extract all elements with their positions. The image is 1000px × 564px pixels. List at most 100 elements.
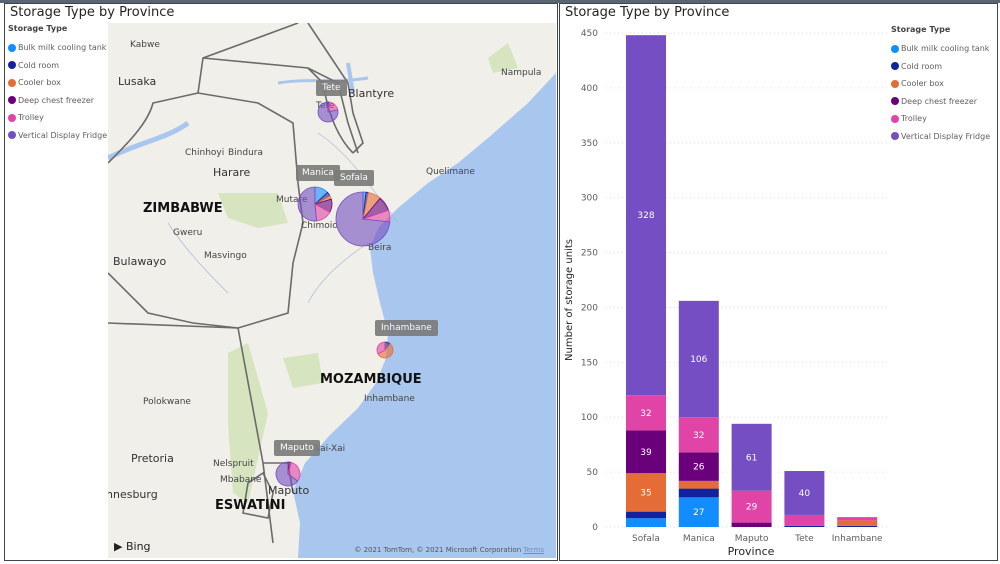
bar-segment[interactable] bbox=[678, 417, 719, 453]
bing-logo: ▶ Bing bbox=[114, 540, 151, 553]
legend-title: Storage Type bbox=[891, 25, 951, 34]
bar-segment[interactable] bbox=[626, 518, 666, 527]
legend-item[interactable]: Cold room bbox=[8, 57, 107, 75]
pie-slice bbox=[376, 341, 386, 355]
bar-segment[interactable] bbox=[626, 473, 666, 512]
y-axis-title: Number of storage units bbox=[564, 239, 575, 361]
pie-inhambane[interactable] bbox=[375, 340, 395, 360]
map-visual[interactable]: Storage Type by Province Storage Type Bu… bbox=[4, 3, 558, 561]
y-tick-label: 150 bbox=[581, 358, 598, 368]
legend-dot-icon bbox=[891, 97, 899, 106]
legend-item[interactable]: Cooler box bbox=[8, 74, 107, 92]
copyright-text: © 2021 TomTom, © 2021 Microsoft Corporat… bbox=[354, 546, 522, 554]
legend-item[interactable]: Deep chest freezer bbox=[891, 93, 990, 111]
legend-item[interactable]: Trolley bbox=[8, 109, 107, 127]
legend-dot-icon bbox=[8, 43, 16, 52]
city-label: Masvingo bbox=[204, 251, 247, 261]
data-label: 39 bbox=[640, 448, 652, 458]
bar-segment[interactable] bbox=[837, 517, 878, 521]
city-label: Bulawayo bbox=[113, 255, 167, 268]
terms-link[interactable]: Terms bbox=[523, 546, 544, 554]
bar-segment[interactable] bbox=[626, 35, 666, 396]
province-label: Manica bbox=[296, 165, 340, 181]
city-label: Polokwane bbox=[143, 397, 191, 407]
bar-chart-visual[interactable]: Storage Type by Province 0 50 100 150 200 250… bbox=[559, 3, 998, 561]
pie-manica[interactable] bbox=[296, 185, 334, 223]
y-tick-label: 300 bbox=[581, 194, 598, 204]
bar-segment[interactable] bbox=[784, 514, 825, 526]
bar-segment[interactable] bbox=[784, 525, 825, 527]
map-basemap bbox=[108, 23, 556, 558]
legend-label: Cold room bbox=[18, 60, 60, 70]
bar-segment[interactable] bbox=[837, 520, 878, 526]
city-label: Maputo bbox=[268, 484, 310, 497]
data-label: 40 bbox=[799, 489, 811, 499]
data-label: 61 bbox=[746, 453, 757, 463]
legend-label: Cooler box bbox=[901, 79, 944, 89]
data-label: 35 bbox=[640, 488, 651, 498]
map-canvas[interactable]: Kabwe Lusaka Nampula Blantyre Chinhoyi Bindur… bbox=[108, 23, 556, 558]
pie-maputo[interactable] bbox=[274, 460, 302, 488]
bar-segment[interactable] bbox=[678, 300, 719, 418]
legend-label: Trolley bbox=[18, 113, 44, 123]
country-label: ESWATINI bbox=[215, 498, 286, 513]
pie-sofala[interactable] bbox=[334, 190, 392, 248]
pie-slice bbox=[377, 343, 394, 359]
bar-segment[interactable] bbox=[837, 525, 878, 527]
bar-segment[interactable] bbox=[626, 430, 666, 474]
legend-item[interactable]: Bulk milk cooling tank bbox=[891, 40, 990, 58]
legend-dot-icon bbox=[8, 61, 16, 70]
park bbox=[488, 43, 518, 73]
legend-item[interactable]: Vertical Display Fridge bbox=[8, 127, 107, 145]
city-label: nnesburg bbox=[108, 488, 158, 501]
legend-dot-icon bbox=[8, 131, 16, 140]
legend-label: Vertical Display Fridge bbox=[18, 130, 108, 140]
city-label: Chimoio bbox=[301, 221, 338, 231]
legend-label: Deep chest freezer bbox=[18, 95, 95, 105]
bar-segment[interactable] bbox=[626, 395, 666, 431]
city-label: Mutare bbox=[276, 195, 308, 205]
bar-segment[interactable] bbox=[678, 480, 719, 489]
pie-tete[interactable] bbox=[316, 100, 340, 124]
city-label: Bindura bbox=[228, 148, 264, 158]
city-label: Kabwe bbox=[130, 40, 160, 50]
city-label: Blantyre bbox=[348, 87, 395, 100]
y-tick-label: 200 bbox=[581, 303, 598, 313]
legend-item[interactable]: Cold room bbox=[891, 58, 990, 76]
park bbox=[228, 343, 268, 503]
legend-label: Bulk milk cooling tank bbox=[901, 44, 990, 54]
city-label: Nelspruit bbox=[213, 459, 254, 469]
bar-segment[interactable] bbox=[678, 497, 719, 527]
legend-item[interactable]: Bulk milk cooling tank bbox=[8, 39, 107, 57]
legend-item[interactable]: Trolley bbox=[891, 110, 990, 128]
legend-item[interactable]: Deep chest freezer bbox=[8, 92, 107, 110]
chart-legend: Storage Type Bulk milk cooling tank Cold … bbox=[891, 25, 990, 145]
bar-segment[interactable] bbox=[784, 471, 825, 515]
bing-logo-text: Bing bbox=[125, 540, 151, 553]
legend-dot-icon bbox=[8, 78, 16, 87]
bar-segment[interactable] bbox=[731, 490, 772, 523]
legend-dot-icon bbox=[891, 62, 899, 71]
x-tick-label: Manica bbox=[683, 534, 715, 544]
bar-segment[interactable] bbox=[731, 423, 772, 491]
country-label: MOZAMBIQUE bbox=[320, 372, 422, 387]
city-label: Harare bbox=[213, 166, 251, 179]
y-tick-label: 350 bbox=[581, 139, 598, 149]
legend-item[interactable]: Vertical Display Fridge bbox=[891, 128, 990, 146]
bar-segment[interactable] bbox=[731, 522, 772, 527]
bar-segment[interactable] bbox=[626, 511, 666, 519]
bar-segment[interactable] bbox=[678, 488, 719, 498]
country-label: ZIMBABWE bbox=[143, 201, 223, 216]
legend-label: Deep chest freezer bbox=[901, 96, 978, 106]
data-label: 32 bbox=[640, 409, 651, 419]
legend-label: Trolley bbox=[901, 114, 927, 124]
lake bbox=[346, 62, 355, 94]
province-label: Sofala bbox=[334, 170, 374, 186]
legend-item[interactable]: Cooler box bbox=[891, 75, 990, 93]
legend-dot-icon bbox=[891, 79, 899, 88]
legend-label: Vertical Display Fridge bbox=[901, 131, 991, 141]
pie-slice bbox=[297, 186, 317, 222]
copyright: © 2021 TomTom, © 2021 Microsoft Corporat… bbox=[354, 546, 544, 554]
y-tick-label: 50 bbox=[587, 468, 599, 478]
bar-segment[interactable] bbox=[678, 452, 719, 481]
